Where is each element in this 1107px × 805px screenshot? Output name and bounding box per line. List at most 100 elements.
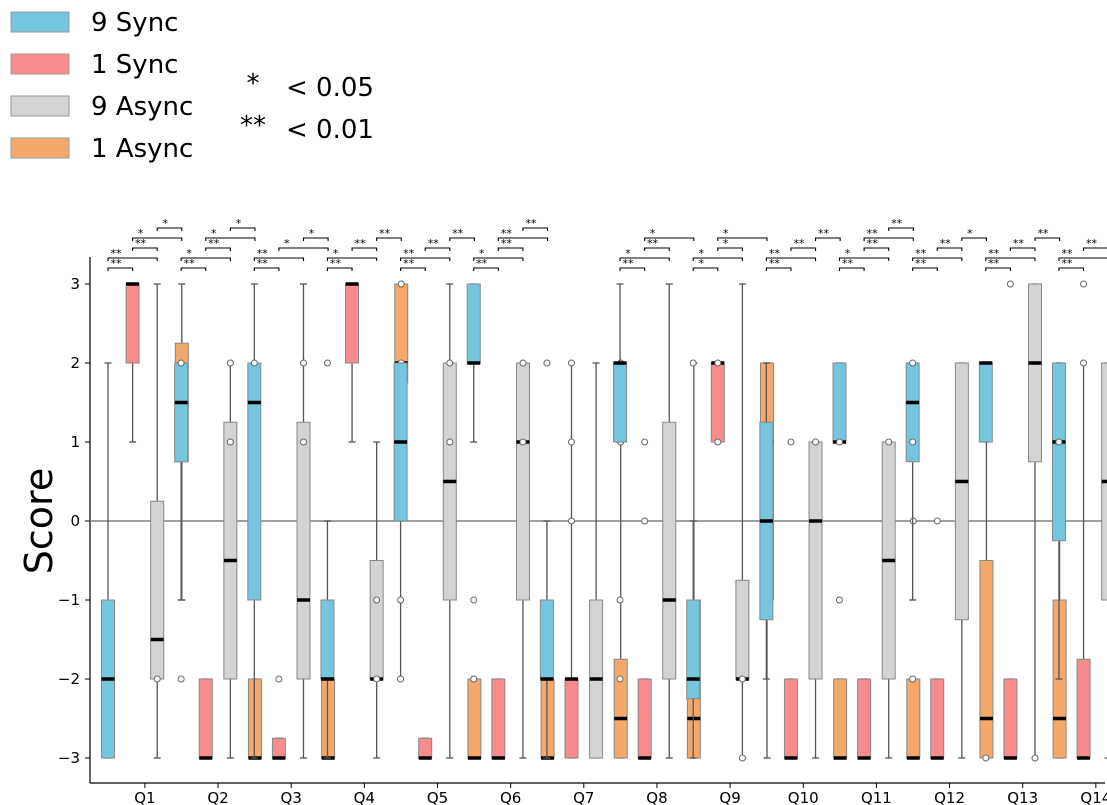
sig-marker-q9: * [723, 227, 729, 240]
box-q2-9-async [223, 421, 238, 680]
boxes [101, 280, 1107, 762]
box-q6-9-async [515, 362, 530, 601]
sig-bracket-q10 [765, 257, 817, 261]
sig-bracket-q14 [1058, 267, 1085, 271]
y-tick-label: −2 [58, 670, 80, 688]
outlier-q2-9-sync [177, 359, 185, 367]
box-q3-9-async [296, 421, 311, 680]
sig-marker-q9: * [723, 237, 729, 250]
sig-marker-q3: ** [257, 257, 269, 270]
sig-marker-q11: ** [867, 237, 879, 250]
sig-bracket-q2 [229, 227, 256, 231]
box-q1-1-sync [125, 283, 140, 364]
sig-marker-q5: ** [428, 237, 440, 250]
box-q14-9-sync [1051, 362, 1066, 542]
significance-threshold-single: < 0.05 [286, 73, 374, 103]
outlier-q6-9-async [519, 359, 527, 367]
significance-symbol-double: ** [240, 111, 266, 141]
x-tick-label-q8: Q8 [646, 789, 667, 805]
x-tick-label-q2: Q2 [207, 789, 228, 805]
axes: −3 −2 −1 0 1 2 3 Score Q1 Q2 Q3 Q4 Q5 Q6 Q7 Q8 Q9 Q10 Q11 Q… [17, 257, 1107, 805]
sig-bracket-q1 [107, 267, 134, 271]
x-tick-label-q5: Q5 [427, 789, 448, 805]
legend-swatch-9-async [10, 95, 70, 117]
box-q13-1-sync [1003, 678, 1018, 759]
outlier-q12-9-sync [909, 438, 917, 446]
outlier-q14-1-sync [1080, 359, 1088, 367]
outlier-q2-9-async [226, 438, 234, 446]
sig-bracket-q11 [863, 247, 890, 251]
significance-threshold-double: < 0.01 [286, 115, 374, 145]
sig-marker-q11: * [845, 247, 851, 260]
sig-bracket-q13 [1009, 247, 1036, 251]
y-tick-label: 3 [70, 275, 80, 293]
sig-marker-q4: * [333, 247, 339, 260]
outlier-q11-9-async [885, 438, 893, 446]
sig-bracket-q4 [326, 267, 353, 271]
legend-swatch-1-async [10, 137, 70, 159]
sig-marker-q13: ** [1038, 227, 1050, 240]
x-tick-label-q14: Q14 [1080, 789, 1107, 805]
box-q5-1-async [467, 678, 482, 759]
sig-bracket-q8 [619, 267, 646, 271]
box-q12-9-async [954, 362, 969, 621]
sig-bracket-q3 [253, 257, 305, 261]
outlier-q3-9-async [300, 438, 307, 446]
box-q2-1-async [247, 678, 262, 759]
sig-bracket-q11 [888, 227, 914, 231]
sig-bracket-q1 [156, 227, 183, 231]
box-q8-1-sync [637, 678, 652, 759]
box-q7-9-sync [539, 599, 554, 680]
box-q4-1-sync [345, 283, 360, 364]
box-q11-9-sync [832, 362, 847, 443]
sig-bracket-q13 [1034, 237, 1061, 241]
outlier-q11-9-sync [836, 596, 843, 604]
sig-bracket-q13 [985, 257, 1036, 261]
box-q9-9-async [735, 579, 750, 680]
sig-bracket-q14 [1058, 257, 1107, 261]
outlier-q8-9-sync [616, 675, 624, 683]
sig-marker-q14: ** [1086, 237, 1098, 250]
y-tick-label: 2 [70, 354, 80, 372]
sig-marker-q6: ** [525, 217, 537, 230]
sig-marker-q12: ** [915, 247, 927, 260]
box-q10-1-async [833, 678, 848, 759]
sig-marker-q8: ** [623, 257, 635, 270]
sig-marker-q4: ** [355, 237, 367, 250]
box-q6-1-sync [491, 678, 506, 759]
sig-bracket-q1 [132, 237, 183, 241]
sig-bracket-q4 [376, 237, 402, 241]
sig-bracket-q6 [522, 227, 549, 231]
sig-marker-q8: * [625, 247, 631, 260]
x-tick-label-q1: Q1 [134, 789, 155, 805]
sig-bracket-q1 [107, 257, 158, 261]
x-tick-label-q13: Q13 [1007, 789, 1038, 805]
box-q4-9-async [369, 560, 384, 680]
sig-marker-q3: * [309, 227, 315, 240]
sig-bracket-q12 [912, 267, 938, 271]
outlier-q4-9-async [373, 675, 381, 683]
sig-marker-q6: ** [476, 257, 488, 270]
legend-swatch-1-sync [10, 53, 70, 75]
outlier-q14-1-sync [1080, 280, 1088, 288]
sig-marker-q6: ** [501, 227, 513, 240]
outlier-q3-1-sync [275, 675, 283, 683]
sig-bracket-q13 [985, 267, 1011, 271]
outlier-q6-9-sync [470, 596, 478, 604]
outlier-q13-1-sync [1006, 280, 1014, 288]
x-tick-label-q10: Q10 [788, 789, 819, 805]
box-q3-1-sync [271, 737, 286, 759]
legend-label-9-sync: 9 Sync [91, 8, 178, 38]
outlier-q10-1-sync [787, 438, 795, 446]
sig-marker-q10: ** [769, 257, 781, 270]
sig-marker-q6: * [479, 247, 485, 260]
x-tick-label-q3: Q3 [281, 789, 302, 805]
significance-brackets: ****************************************… [107, 217, 1107, 271]
sig-bracket-q2 [180, 267, 207, 271]
outlier-q12-9-sync [909, 359, 917, 367]
outlier-q6-9-async [519, 438, 527, 446]
sig-bracket-q3 [253, 267, 280, 271]
box-q2-1-sync [198, 678, 213, 759]
sig-marker-q1: * [162, 217, 168, 230]
box-q2-9-sync [174, 362, 189, 463]
